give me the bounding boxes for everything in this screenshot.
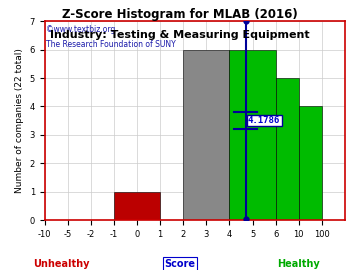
Bar [183,50,229,220]
Text: The Research Foundation of SUNY: The Research Foundation of SUNY [46,40,176,49]
Bar [299,106,322,220]
Text: Unhealthy: Unhealthy [33,259,89,269]
Text: Z-Score Histogram for MLAB (2016): Z-Score Histogram for MLAB (2016) [62,8,298,21]
Bar [229,50,276,220]
Bar [114,192,160,220]
Text: Healthy: Healthy [278,259,320,269]
Text: Score: Score [165,259,195,269]
Text: 4.1786: 4.1786 [248,116,280,125]
Text: ©www.textbiz.org: ©www.textbiz.org [46,25,115,35]
Bar [276,78,299,220]
Y-axis label: Number of companies (22 total): Number of companies (22 total) [15,48,24,193]
Text: Industry: Testing & Measuring Equipment: Industry: Testing & Measuring Equipment [50,30,310,40]
